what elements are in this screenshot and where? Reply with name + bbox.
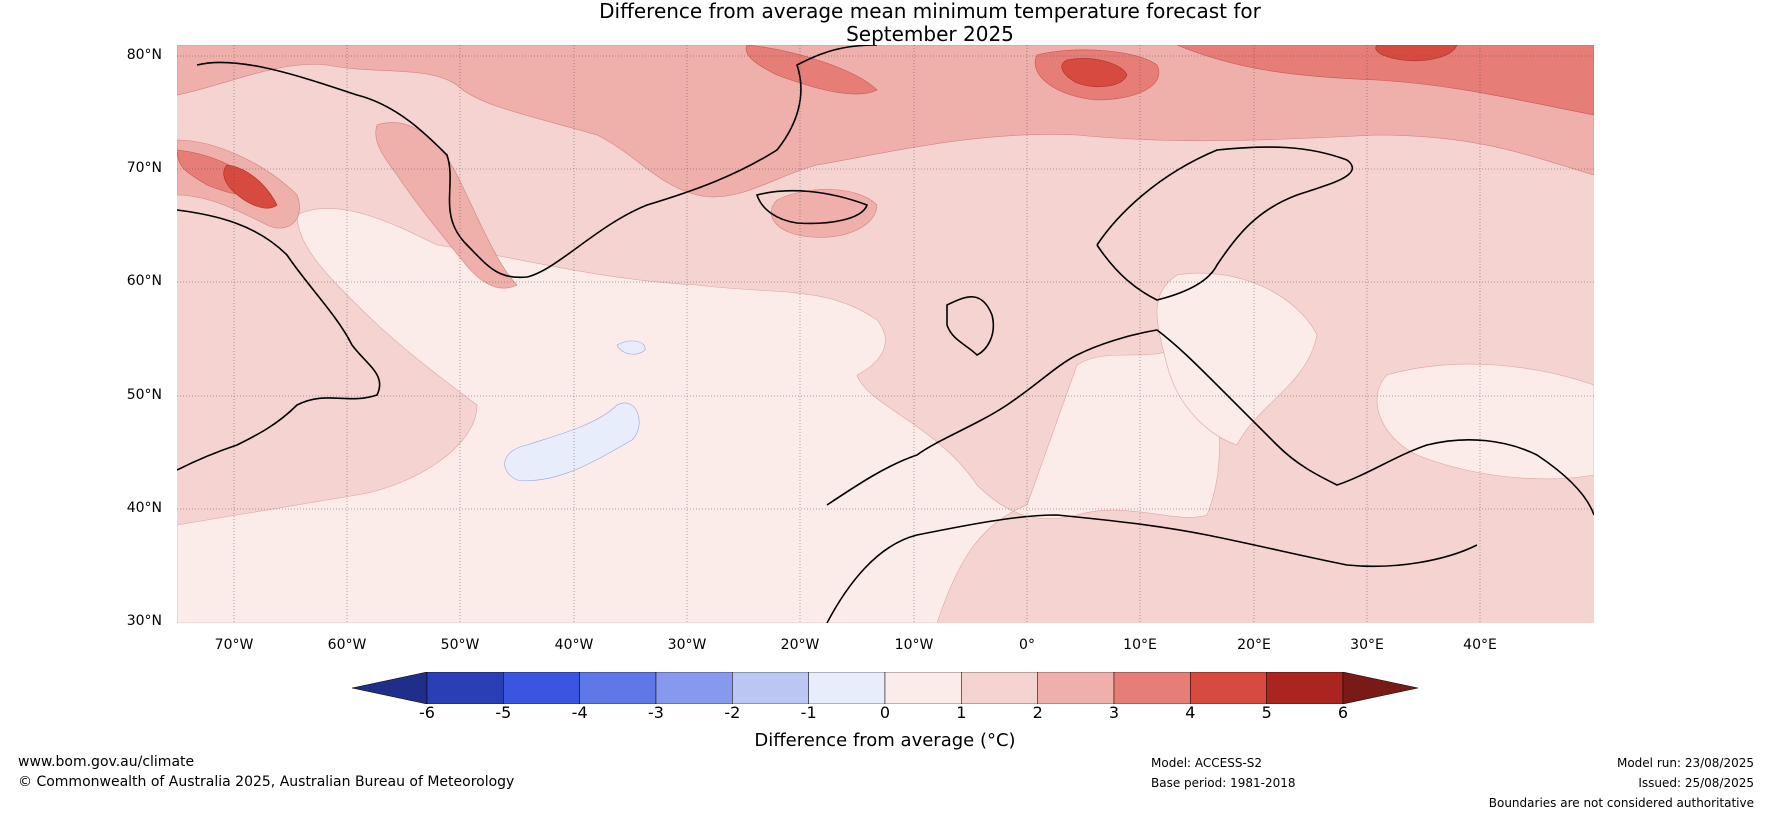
lon-label-40w: 40°W [554, 637, 594, 653]
colorbar-tick-label: 1 [956, 703, 967, 722]
colorbar-tick-label: 6 [1337, 703, 1349, 722]
africa-coast [826, 514, 1478, 623]
anomaly-2-3-iceland-region [771, 189, 878, 238]
labrador-coast [177, 209, 381, 471]
anomaly-minus1-0-region [504, 402, 640, 481]
map-canvas [177, 45, 1594, 623]
colorbar-tick-label: 4 [1185, 703, 1196, 722]
colorbar-bin [732, 671, 809, 705]
europe-coast [826, 329, 1594, 516]
colorbar-tick-label: -4 [571, 703, 588, 722]
anomaly-0-1-region [177, 208, 1220, 623]
anomaly-2-3-greenland-coast-region [375, 122, 518, 289]
colorbar [351, 671, 1419, 705]
colorbar-tick-label: 2 [1032, 703, 1043, 722]
footer-model-run: Model run: 23/08/2025 [1616, 756, 1754, 770]
chart-title: Difference from average mean minimum tem… [0, 0, 1770, 46]
lat-label-50n: 50°N [126, 387, 162, 403]
lat-label-30n: 30°N [126, 613, 162, 629]
title-line-1: Difference from average mean minimum tem… [599, 0, 1261, 23]
footer-issued: Issued: 25/08/2025 [1638, 776, 1754, 790]
lon-label-0: 0° [1019, 637, 1035, 653]
anomaly-4-5-east-region [1375, 45, 1458, 62]
lon-label-10w: 10°W [894, 637, 934, 653]
colorbar-bin [961, 671, 1038, 705]
anomaly-minus1-0-small-region [616, 340, 646, 355]
colorbar-tick-label: -6 [419, 703, 435, 722]
footer-disclaimer: Boundaries are not considered authoritat… [1488, 796, 1754, 810]
lon-label-60w: 60°W [327, 637, 367, 653]
colorbar-extend-high [1342, 671, 1419, 705]
lat-label-80n: 80°N [126, 47, 162, 63]
anomaly-4-5-svalbard-region [1061, 58, 1128, 88]
footer-copyright: © Commonwealth of Australia 2025, Austra… [18, 774, 515, 790]
footer-model: Model: ACCESS-S2 [1151, 756, 1263, 770]
colorbar-bin [884, 671, 962, 705]
colorbar-swatches [351, 671, 1419, 705]
colorbar-bin [503, 671, 580, 705]
colorbar-tick-label: 3 [1108, 703, 1120, 722]
iceland-coast [755, 189, 869, 225]
graticule [177, 45, 1594, 623]
anomaly-2-3-north-region [177, 45, 1594, 198]
colorbar-bin [1037, 671, 1115, 705]
colorbar-bin [808, 671, 886, 705]
anomaly-4-5-baffin-region [223, 164, 278, 209]
lon-label-70w: 70°W [214, 637, 254, 653]
greenland-coast [196, 45, 878, 279]
colorbar-label: Difference from average (°C) [754, 730, 1016, 751]
footer-url: www.bom.gov.au/climate [18, 754, 195, 770]
lat-label-40n: 40°N [126, 500, 162, 516]
lon-label-20w: 20°W [780, 637, 820, 653]
colorbar-bin [1190, 671, 1267, 705]
colorbar-tick-label: -2 [724, 703, 741, 722]
lat-label-60n: 60°N [126, 273, 162, 289]
coastlines [177, 45, 1594, 623]
forecast-map [177, 45, 1594, 623]
colorbar-bin [1266, 671, 1344, 705]
colorbar-tick-label: 5 [1261, 703, 1272, 722]
britain-coast [946, 296, 995, 356]
anomaly-0-1-black-sea-region [1376, 363, 1594, 480]
colorbar-tick-label: -1 [800, 703, 817, 722]
colorbar-tick-label: 0 [879, 703, 891, 722]
lon-label-30w: 30°W [667, 637, 707, 653]
lon-label-20e: 20°E [1237, 637, 1271, 653]
colorbar-bin [579, 671, 657, 705]
colorbar-bin [655, 671, 733, 705]
lat-label-70n: 70°N [126, 160, 162, 176]
anomaly-3-4-east-region [1176, 45, 1594, 116]
lon-label-40e: 40°E [1463, 637, 1497, 653]
title-line-2: September 2025 [846, 22, 1014, 46]
colorbar-bin [426, 671, 504, 705]
lon-label-10e: 10°E [1123, 637, 1157, 653]
anomaly-3-4-greenland-east-region [745, 45, 878, 95]
colorbar-tick-label: -5 [495, 703, 512, 722]
scandinavia-coast [1096, 146, 1354, 301]
colorbar-extend-low [351, 671, 428, 705]
lon-label-30e: 30°E [1350, 637, 1384, 653]
anomaly-0-1-east-region [1156, 272, 1318, 446]
lon-label-50w: 50°W [440, 637, 480, 653]
colorbar-tick-label: -3 [648, 703, 664, 722]
footer-base-period: Base period: 1981-2018 [1151, 776, 1296, 790]
colorbar-bin [1113, 671, 1191, 705]
